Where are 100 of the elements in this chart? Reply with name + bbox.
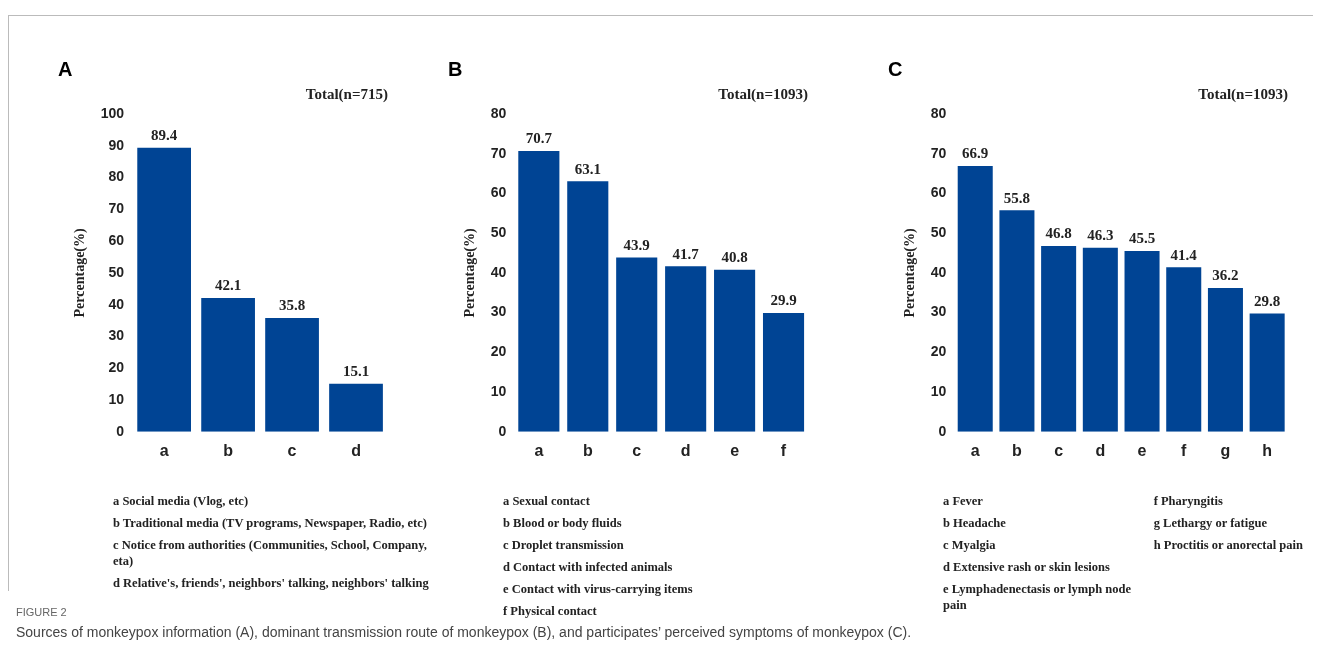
text: A [58, 58, 73, 81]
text: c Notice from authorities (Communities, School, Company, eta) [113, 537, 428, 569]
x-tick-label: f [1181, 441, 1188, 459]
bar [1082, 247, 1118, 432]
y-tick-label: 100 [100, 104, 125, 121]
bar [714, 269, 756, 432]
y-tick-label: 60 [108, 231, 125, 248]
data-label: 55.8 [1003, 189, 1031, 206]
text: B [448, 58, 463, 81]
y-tick-label: 80 [930, 104, 947, 121]
data-label: 46.8 [1045, 225, 1072, 242]
y-tick-label: 50 [108, 263, 125, 280]
text: a Fever [943, 493, 984, 509]
x-tick-label: c [1054, 441, 1064, 459]
data-label: 15.1 [342, 363, 370, 380]
y-axis-title: Percentage(%) [72, 227, 89, 318]
x-tick-label: b [582, 441, 593, 459]
text: d Extensive rash or skin lesions [943, 559, 1111, 575]
text: b Traditional media (TV programs, Newspaper, Radio, etc) [113, 515, 428, 531]
x-tick-label: h [1262, 441, 1273, 459]
bar [265, 318, 319, 432]
x-tick-label: a [970, 441, 980, 459]
data-label: 45.5 [1128, 230, 1156, 247]
bar [665, 266, 707, 432]
text: f Pharyngitis [1153, 493, 1224, 509]
text: a Sexual contact [503, 493, 591, 509]
text: C [888, 58, 903, 81]
data-label: 70.7 [525, 130, 553, 147]
text: d Relative's, friends', neighbors' talking, neighbors' talking [113, 575, 430, 591]
chart-title: Total(n=715) [305, 85, 388, 103]
text: g Lethargy or fatigue [1153, 515, 1268, 531]
x-tick-label: b [1012, 441, 1023, 459]
y-tick-label: 80 [108, 168, 125, 185]
y-axis-title: Percentage(%) [462, 227, 479, 318]
data-label: 29.9 [770, 292, 797, 309]
x-tick-label: a [159, 441, 169, 459]
data-label: 41.4 [1170, 246, 1198, 263]
bar [1124, 251, 1160, 432]
y-tick-label: 90 [108, 136, 125, 153]
x-tick-label: d [1095, 441, 1106, 459]
y-tick-label: 20 [490, 343, 507, 360]
bar [762, 313, 805, 432]
bar [518, 150, 560, 432]
y-tick-label: 30 [930, 303, 947, 320]
y-tick-label: 50 [490, 224, 507, 241]
y-tick-label: 70 [930, 144, 947, 161]
data-label: 63.1 [574, 160, 601, 177]
y-tick-label: 10 [490, 382, 507, 399]
caption: FIGURE 2 [16, 606, 67, 618]
bar [1166, 267, 1202, 432]
bar [999, 210, 1035, 432]
y-tick-label: 50 [930, 224, 947, 241]
y-tick-label: 0 [116, 422, 125, 439]
bar [1041, 245, 1077, 432]
y-tick-label: 10 [930, 382, 947, 399]
data-label: 66.9 [962, 145, 989, 162]
data-label: 89.4 [151, 127, 178, 144]
text: c Myalgia [943, 537, 997, 553]
y-tick-label: 30 [490, 303, 507, 320]
text: h Proctitis or anorectal pain [1153, 537, 1303, 553]
x-tick-label: d [351, 441, 361, 459]
data-label: 43.9 [623, 236, 650, 253]
y-tick-label: 70 [490, 144, 507, 161]
bar [567, 181, 609, 432]
source-note: Sources of monkeypox information (A), dominant transmission route of monkeypox (B), and participates’ perceived symptoms of monkeypox (C). [16, 624, 913, 640]
y-tick-label: 70 [108, 200, 125, 217]
y-tick-label: 0 [498, 422, 507, 439]
x-tick-label: a [534, 441, 544, 459]
data-label: 42.1 [214, 277, 242, 294]
bar [329, 383, 383, 432]
data-label: 29.8 [1254, 292, 1281, 309]
text: d Contact with infected animals [503, 559, 674, 575]
x-tick-label: f [780, 441, 787, 459]
y-tick-label: 60 [490, 184, 507, 201]
y-tick-label: 40 [930, 263, 947, 280]
bar [201, 298, 255, 432]
bar [957, 166, 993, 432]
x-tick-label: e [1137, 441, 1147, 459]
y-tick-label: 20 [930, 343, 947, 360]
y-tick-label: 0 [938, 422, 947, 439]
data-label: 46.3 [1087, 227, 1114, 244]
text: a Social media (Vlog, etc) [113, 493, 250, 509]
text: f Physical contact [503, 603, 598, 619]
chart-title: Total(n=1093) [718, 85, 808, 103]
y-tick-label: 30 [108, 327, 125, 344]
text: b Headache [943, 515, 1007, 531]
text: e Lymphadenectasis or lymph node pain [943, 581, 1132, 613]
x-tick-label: g [1220, 441, 1231, 459]
x-tick-label: d [680, 441, 691, 459]
y-tick-label: 10 [108, 390, 125, 407]
text: c Droplet transmission [503, 537, 625, 553]
y-tick-label: 80 [490, 104, 507, 121]
y-tick-label: 40 [490, 263, 507, 280]
x-tick-label: c [632, 441, 642, 459]
y-axis-title: Percentage(%) [902, 227, 919, 318]
chart-title: Total(n=1093) [1198, 85, 1288, 103]
bar [1207, 288, 1243, 432]
y-tick-label: 40 [108, 295, 125, 312]
data-label: 36.2 [1212, 267, 1239, 284]
x-tick-label: c [287, 441, 297, 459]
